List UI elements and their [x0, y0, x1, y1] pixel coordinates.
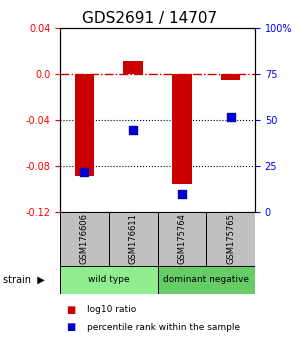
Text: GSM175764: GSM175764: [177, 213, 186, 264]
Point: [82, 169, 87, 175]
Text: GSM175765: GSM175765: [226, 213, 235, 264]
Bar: [109, 212, 158, 266]
Text: GSM176611: GSM176611: [129, 213, 138, 264]
Bar: [172, 74, 192, 184]
Bar: [60, 266, 158, 294]
Bar: [158, 212, 206, 266]
Bar: [123, 61, 143, 74]
Text: ■: ■: [66, 305, 75, 315]
Bar: [158, 266, 255, 294]
Text: wild type: wild type: [88, 275, 130, 284]
Bar: [221, 74, 240, 80]
Text: dominant negative: dominant negative: [163, 275, 249, 284]
Point: [179, 191, 184, 197]
Text: log10 ratio: log10 ratio: [87, 305, 136, 314]
Text: strain  ▶: strain ▶: [3, 275, 45, 285]
Point: [131, 127, 136, 132]
Text: percentile rank within the sample: percentile rank within the sample: [87, 323, 240, 332]
Bar: [206, 212, 255, 266]
Bar: [60, 212, 109, 266]
Text: GSM176606: GSM176606: [80, 213, 89, 264]
Text: ■: ■: [66, 322, 75, 332]
Point: [228, 114, 233, 120]
Text: GDS2691 / 14707: GDS2691 / 14707: [82, 11, 218, 25]
Bar: [75, 74, 94, 176]
